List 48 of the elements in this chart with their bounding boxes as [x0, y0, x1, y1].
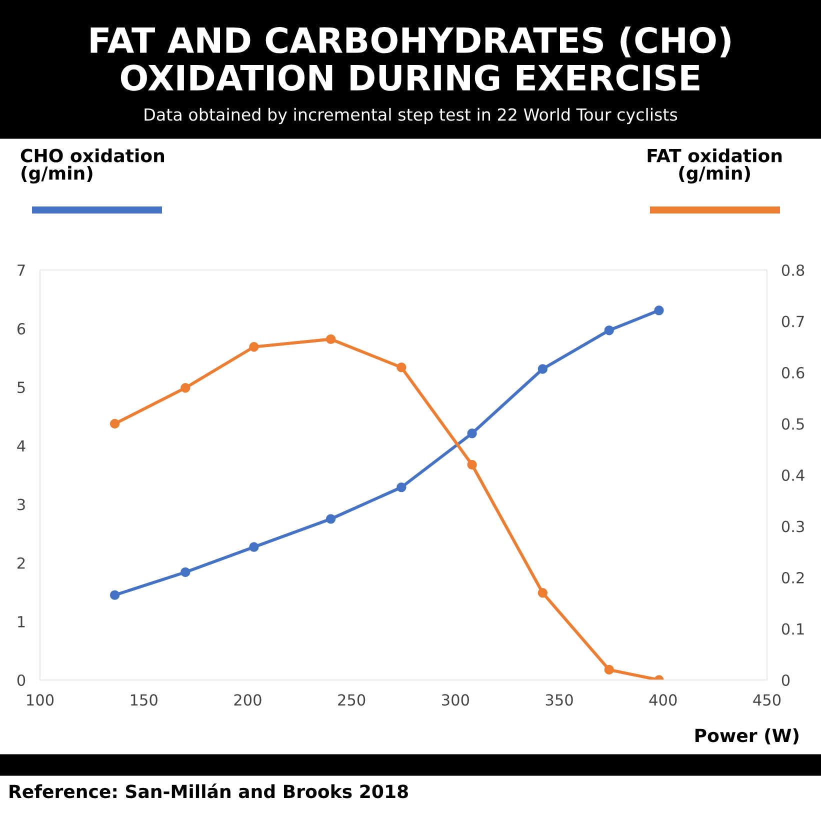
x-tick-label: 400: [649, 694, 677, 706]
y-tick-label: 3: [18, 498, 25, 510]
y-tick-label: 2: [18, 557, 25, 569]
x-tick-label: 150: [130, 694, 158, 706]
x-tick-label: 200: [234, 694, 262, 706]
point: [538, 588, 548, 598]
x-tick-label: 300: [442, 694, 469, 706]
point: [396, 482, 406, 492]
y-tick-label: 7: [18, 264, 25, 276]
point: [249, 542, 259, 552]
y-tick-label: 6: [17, 323, 26, 335]
point: [180, 383, 190, 393]
text: Reference: San-Millán and Brooks 2018: [10, 784, 408, 798]
y2-tick-label: 0.7: [782, 316, 804, 328]
chart-title: FAT AND CARBOHYDRATES (CHO) OXIDATION DURING EXERCISE: [90, 26, 730, 91]
point: [110, 590, 120, 600]
point: [467, 428, 477, 438]
point: [604, 325, 614, 336]
y2-tick-label: 0.4: [782, 469, 804, 482]
y2-tick-label: 0: [782, 674, 790, 686]
y2-tick-label: 0.8: [782, 264, 804, 276]
x-tick-label: 350: [546, 694, 573, 706]
point: [467, 460, 477, 470]
y-tick-label: 0: [17, 674, 26, 686]
x-tick-label: 250: [338, 694, 366, 706]
x-axis-title: Power (W): [695, 728, 798, 744]
point: [180, 567, 190, 578]
x-tick-label: 100: [27, 694, 54, 706]
x-tick-label: 450: [753, 694, 781, 706]
y2-tick-label: 0.3: [782, 520, 804, 532]
point: [654, 306, 664, 316]
y2-tick-label: 0.6: [782, 366, 804, 379]
y2-axis-title: FAT oxidation (g/min): [648, 148, 782, 184]
y2-tick-label: 0.5: [782, 418, 804, 430]
point: [249, 342, 259, 352]
point: [326, 514, 336, 524]
y2-tick-label: 0.2: [782, 572, 804, 584]
chart-subtitle: Data obtained by incremental step test in 22 World Tour cyclists: [144, 108, 678, 124]
point: [110, 418, 120, 429]
y2-tick-label: 0.1: [782, 623, 804, 635]
point: [604, 664, 614, 675]
y-axis-title: CHO oxidation (g/min): [20, 148, 164, 184]
point: [538, 364, 548, 374]
point: [326, 334, 336, 344]
y-tick-label: 5: [18, 382, 25, 394]
y-tick-label: 4: [17, 440, 26, 452]
point: [396, 362, 406, 372]
y-tick-label: 1: [18, 616, 25, 628]
